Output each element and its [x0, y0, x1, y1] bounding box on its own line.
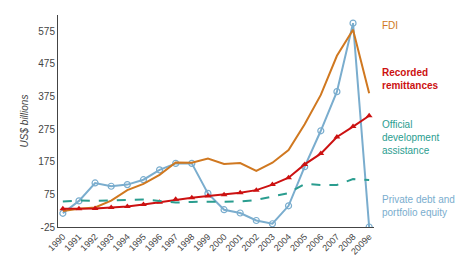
svg-text:75: 75: [44, 189, 56, 200]
svg-text:Private debt andportfolio equi: Private debt andportfolio equity: [382, 194, 455, 218]
svg-text:1999: 1999: [191, 232, 212, 253]
svg-text:FDI: FDI: [382, 20, 398, 31]
svg-text:-25: -25: [41, 222, 56, 233]
svg-text:2009e: 2009e: [349, 232, 374, 257]
svg-text:1995: 1995: [127, 232, 148, 253]
svg-text:1997: 1997: [159, 232, 180, 253]
svg-text:1994: 1994: [111, 232, 132, 253]
svg-text:Officialdevelopmentassistance: Officialdevelopmentassistance: [382, 119, 439, 156]
svg-text:275: 275: [38, 124, 55, 135]
svg-text:2006: 2006: [304, 232, 325, 253]
svg-text:2000: 2000: [207, 232, 228, 253]
svg-text:1990: 1990: [46, 232, 67, 253]
svg-text:2008: 2008: [336, 232, 357, 253]
svg-text:175: 175: [38, 156, 55, 167]
svg-text:575: 575: [38, 26, 55, 37]
svg-text:1998: 1998: [175, 232, 196, 253]
svg-text:375: 375: [38, 91, 55, 102]
svg-text:2005: 2005: [288, 232, 309, 253]
svg-text:1993: 1993: [95, 232, 116, 253]
svg-text:1991: 1991: [62, 232, 83, 253]
svg-text:475: 475: [38, 58, 55, 69]
svg-text:Recordedremittances: Recordedremittances: [382, 67, 439, 91]
svg-text:US$ billions: US$ billions: [19, 95, 30, 148]
svg-text:1992: 1992: [78, 232, 99, 253]
svg-text:2007: 2007: [320, 232, 341, 253]
svg-text:2003: 2003: [256, 232, 277, 253]
svg-text:2002: 2002: [240, 232, 261, 253]
svg-text:1996: 1996: [143, 232, 164, 253]
svg-text:2004: 2004: [272, 232, 293, 253]
svg-text:2001: 2001: [224, 232, 245, 253]
